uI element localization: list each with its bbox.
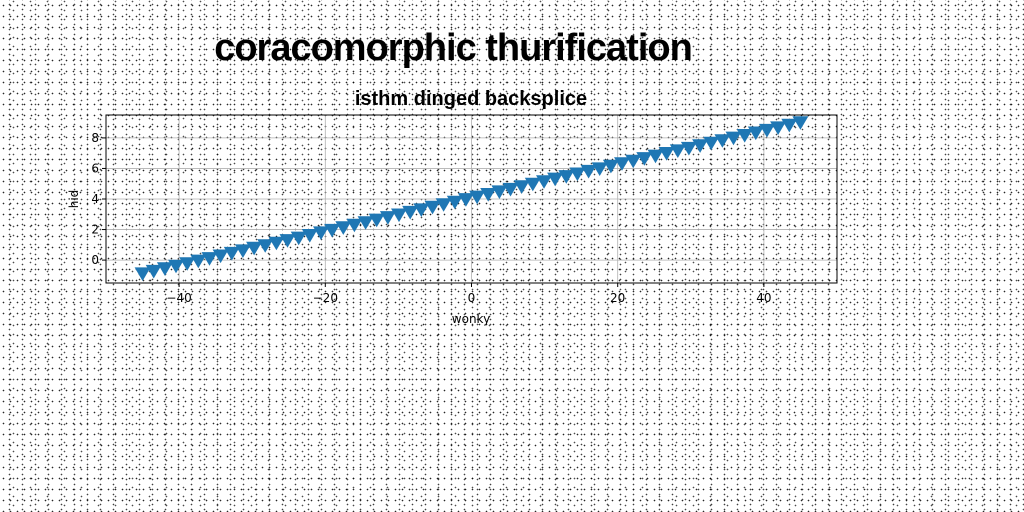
- data-point: [212, 249, 229, 264]
- data-point: [692, 139, 709, 153]
- data-point: [614, 157, 630, 171]
- data-point: [391, 208, 407, 223]
- data-point: [469, 190, 486, 205]
- data-point: [335, 221, 352, 235]
- data-point: [636, 152, 653, 166]
- data-point: [770, 121, 787, 135]
- data-point: [480, 188, 497, 202]
- data-point: [168, 259, 184, 274]
- y-axis-label: hid: [67, 190, 81, 209]
- data-point: [190, 254, 207, 269]
- data-point: [413, 203, 430, 217]
- x-tick-label: 0: [468, 291, 476, 305]
- data-point: [502, 182, 519, 197]
- data-point: [547, 172, 564, 187]
- data-point: [725, 131, 742, 146]
- data-point: [759, 123, 775, 138]
- data-point: [513, 180, 530, 194]
- y-tick-label: 8: [91, 131, 99, 145]
- data-point: [346, 218, 363, 233]
- x-axis-ticks: −40 −20 0 20 40: [166, 283, 772, 305]
- data-point: [536, 175, 552, 189]
- data-point: [313, 226, 329, 240]
- y-tick-label: 6: [91, 161, 99, 175]
- x-tick-label: 40: [756, 291, 771, 305]
- data-point: [201, 252, 218, 266]
- y-tick-label: 0: [91, 253, 99, 267]
- data-point: [747, 126, 764, 141]
- data-point: [491, 185, 508, 199]
- x-tick-label: −40: [166, 291, 191, 305]
- data-point: [357, 216, 374, 230]
- data-point: [134, 267, 151, 281]
- data-point: [658, 147, 675, 161]
- data-point: [424, 200, 441, 215]
- data-markers: [134, 116, 809, 281]
- data-point: [580, 164, 597, 179]
- gridlines: [106, 115, 837, 283]
- data-point: [457, 193, 474, 207]
- data-point: [156, 262, 173, 276]
- data-point: [179, 257, 196, 271]
- data-point: [435, 198, 452, 212]
- x-tick-label: 20: [610, 291, 625, 305]
- data-point: [368, 213, 385, 228]
- data-point: [558, 170, 575, 184]
- data-point: [591, 162, 608, 176]
- data-point: [524, 177, 541, 192]
- data-point: [268, 236, 285, 251]
- chart-subtitle: isthm dinged backsplice: [355, 88, 587, 110]
- data-point: [301, 229, 318, 243]
- data-point: [569, 167, 586, 182]
- data-point: [714, 134, 731, 148]
- data-point: [246, 241, 263, 256]
- data-point: [602, 159, 619, 174]
- data-point: [792, 116, 809, 130]
- y-tick-label: 2: [91, 223, 99, 237]
- y-tick-label: 4: [91, 192, 99, 206]
- y-axis-ticks: 0 2 4 6 8: [91, 131, 106, 267]
- data-point: [279, 234, 296, 248]
- data-point: [446, 195, 463, 210]
- data-point: [257, 239, 274, 253]
- data-point: [647, 149, 664, 164]
- data-point: [223, 246, 240, 261]
- data-point: [669, 144, 686, 158]
- chart-title: coracomorphic thurification: [214, 27, 692, 69]
- data-point: [379, 211, 396, 225]
- data-point: [781, 118, 798, 133]
- data-point: [324, 223, 341, 238]
- x-tick-label: −20: [313, 291, 338, 305]
- data-point: [703, 136, 720, 151]
- data-point: [680, 141, 697, 156]
- data-point: [736, 129, 753, 143]
- data-point: [402, 205, 419, 220]
- data-point: [234, 244, 251, 258]
- x-axis-label: wonky: [452, 312, 490, 326]
- data-point: [290, 231, 307, 246]
- data-point: [145, 264, 162, 279]
- data-point: [625, 154, 642, 169]
